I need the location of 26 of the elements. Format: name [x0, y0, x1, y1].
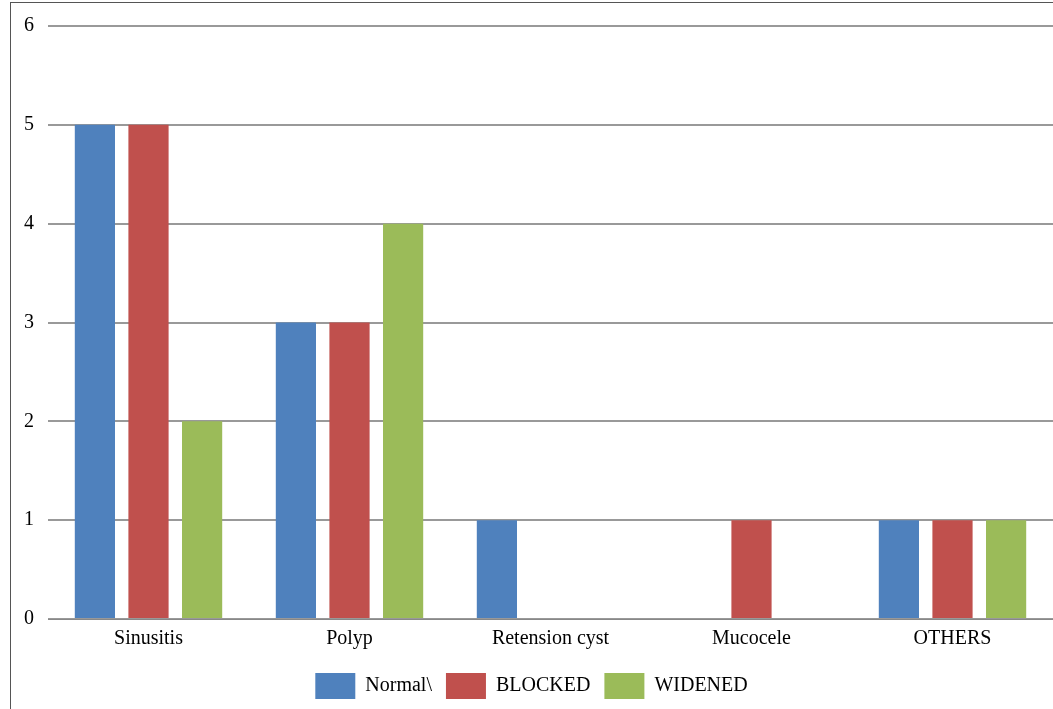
x-tick-label: OTHERS — [913, 626, 992, 649]
y-tick-label: 2 — [24, 408, 34, 431]
x-tick-label: Polyp — [326, 626, 373, 650]
y-tick-label: 0 — [24, 606, 34, 629]
legend-label: WIDENED — [654, 673, 748, 696]
y-tick-label: 6 — [24, 13, 34, 36]
y-tick-label: 4 — [24, 210, 34, 233]
y-tick-label: 5 — [24, 112, 34, 135]
y-tick-label: 3 — [24, 309, 34, 332]
x-tick-label: Sinusitis — [114, 626, 184, 649]
bar — [383, 223, 424, 618]
bar — [74, 124, 115, 618]
x-tick-label: Mucocele — [712, 626, 792, 649]
bar — [878, 520, 919, 618]
legend-label: Normal\ — [365, 673, 433, 696]
bar — [329, 322, 370, 618]
bar — [476, 520, 517, 618]
bar — [986, 520, 1027, 618]
bar — [182, 421, 223, 618]
bar — [731, 520, 772, 618]
bar — [128, 124, 169, 618]
y-tick-label: 1 — [24, 507, 34, 530]
x-tick-label: Retension cyst — [491, 626, 610, 650]
bar — [275, 322, 316, 618]
bar — [932, 520, 973, 618]
legend-label: BLOCKED — [495, 673, 591, 696]
